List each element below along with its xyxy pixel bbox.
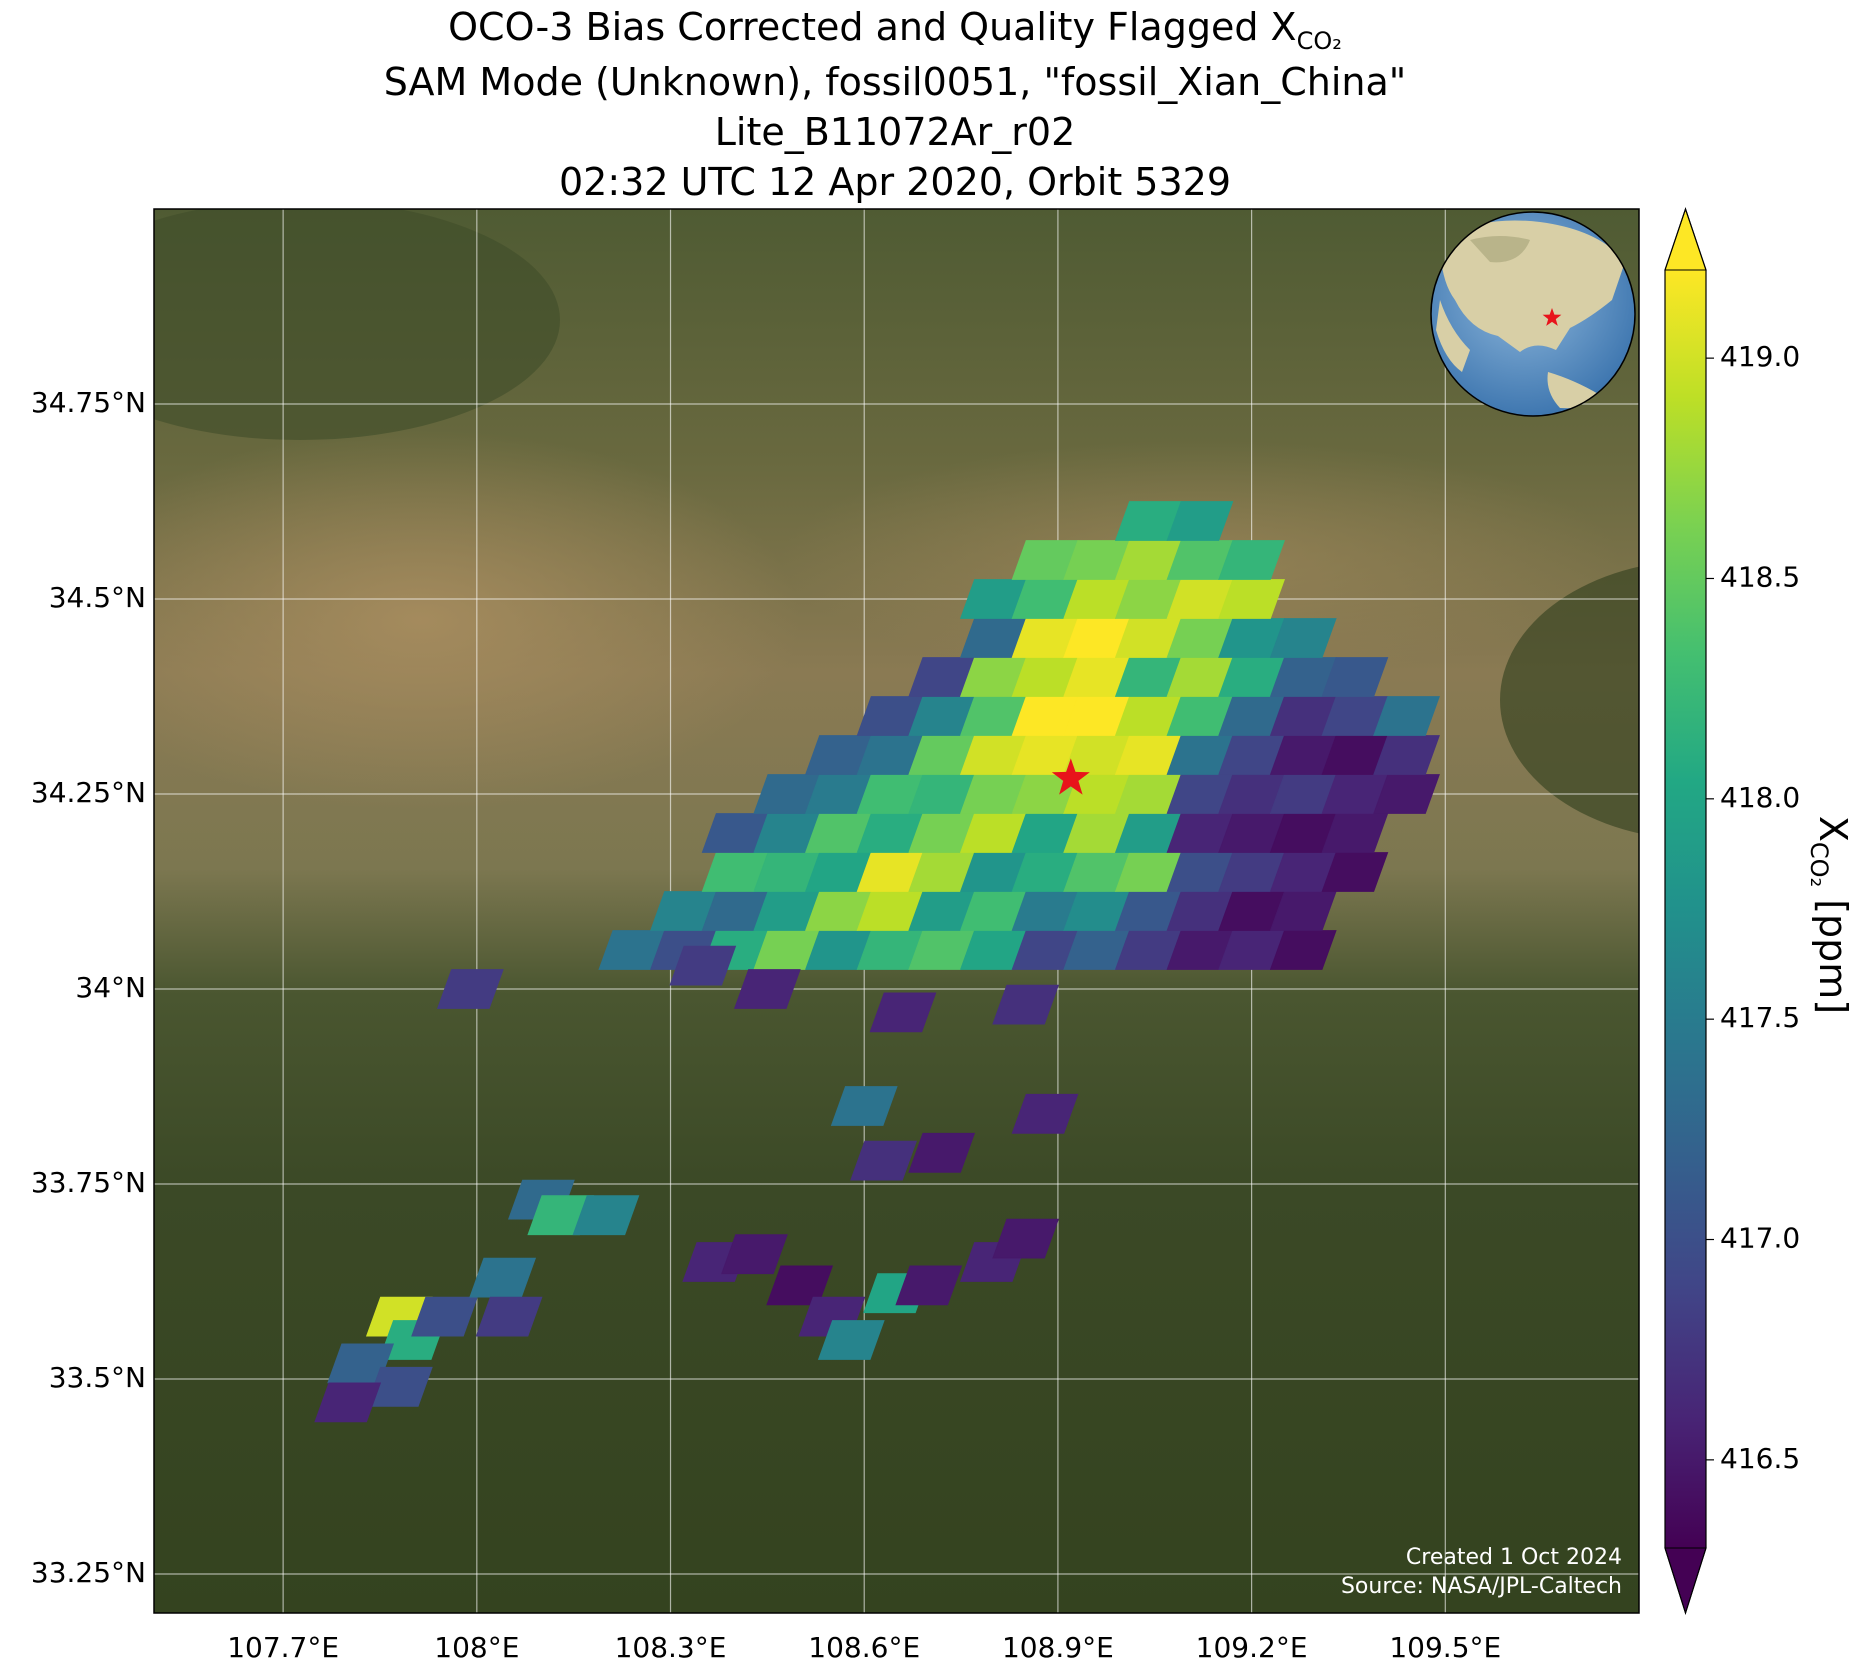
- colorbar-extend: [1664, 207, 1707, 271]
- globe-land: [1470, 236, 1530, 263]
- colorbar-tick-label: 417.5: [1720, 1001, 1800, 1034]
- sounding: [830, 1086, 898, 1126]
- sounding: [436, 969, 504, 1009]
- colorbar-extend: [1664, 1547, 1707, 1615]
- sounding: [1166, 501, 1234, 541]
- globe-land: [1436, 300, 1470, 372]
- sounding: [669, 945, 737, 986]
- x-tick-label: 109.2°E: [1196, 1631, 1308, 1663]
- colorbar-tick-label: 418.0: [1720, 781, 1800, 814]
- sounding: [895, 1265, 963, 1306]
- colorbar-tick-label: 416.5: [1720, 1442, 1800, 1475]
- target-marker: [1051, 758, 1090, 795]
- title-main: OCO-3 Bias Corrected and Quality Flagged…: [448, 5, 1296, 49]
- y-tick-label: 33.25°N: [31, 1556, 146, 1589]
- sounding: [817, 1320, 885, 1360]
- sounding: [850, 1140, 917, 1181]
- y-tick-label: 34.5°N: [49, 581, 146, 614]
- colorbar-label-unit: [ppm]: [1811, 899, 1855, 1014]
- globe-marker: [1542, 308, 1562, 326]
- colorbar-tick-label: 417.0: [1720, 1222, 1800, 1255]
- map-frame: [153, 208, 1640, 1614]
- sounding: [721, 1234, 788, 1275]
- chart-subtitle: SAM Mode (Unknown), fossil0051, "fossil_…: [384, 60, 1407, 104]
- x-tick-label: 108.6°E: [808, 1631, 920, 1663]
- sounding: [869, 992, 937, 1033]
- grid: [154, 209, 1639, 1613]
- credit: Source: NASA/JPL-Caltech: [1341, 1574, 1622, 1599]
- sounding: [992, 1218, 1060, 1259]
- sounding: [475, 1296, 543, 1337]
- colorbar-tick-label: 419.0: [1720, 340, 1800, 373]
- sounding: [992, 984, 1060, 1025]
- sounding: [908, 1132, 976, 1173]
- y-tick-label: 33.5°N: [49, 1361, 146, 1394]
- chart-subtitle: 02:32 UTC 12 Apr 2020, Orbit 5329: [559, 160, 1231, 204]
- sounding: [572, 1195, 640, 1236]
- colorbar-label: XCO₂ [ppm]: [1805, 816, 1855, 1014]
- x-tick-label: 109.5°E: [1389, 1631, 1501, 1663]
- chart-subtitle: Lite_B11072Ar_r02: [715, 110, 1076, 154]
- y-tick-label: 33.75°N: [31, 1166, 146, 1199]
- terrain-patch: [154, 209, 560, 440]
- terrain-patch: [1500, 566, 1639, 834]
- x-tick-label: 107.7°E: [227, 1631, 339, 1663]
- x-tick-label: 108.9°E: [1002, 1631, 1114, 1663]
- sounding: [1321, 657, 1389, 697]
- y-tick-label: 34.25°N: [31, 776, 146, 809]
- sounding: [1373, 696, 1440, 736]
- globe-land: [1547, 372, 1600, 409]
- colorbar-tick-label: 418.5: [1720, 560, 1800, 593]
- chart-title: OCO-3 Bias Corrected and Quality Flagged…: [448, 5, 1342, 55]
- sounding: [1269, 618, 1337, 658]
- title-subscript: CO₂: [1297, 27, 1342, 55]
- colorbar-label-subscript: CO₂: [1805, 842, 1833, 887]
- y-tick-label: 34°N: [75, 971, 146, 1004]
- soundings: [314, 501, 1440, 1423]
- colorbar: 416.5 417.0 417.5 418.0 418.5 419.0 XCO₂ [ppm]: [1664, 207, 1855, 1615]
- sounding: [411, 1296, 478, 1337]
- globe-outline: [1430, 211, 1636, 417]
- colorbar-frame: [1664, 207, 1707, 1615]
- globe-inset: [1430, 211, 1636, 417]
- colorbar-label-main: X: [1811, 816, 1855, 842]
- x-tick-label: 108°E: [434, 1631, 519, 1663]
- sounding: [733, 969, 801, 1009]
- sounding: [314, 1382, 382, 1423]
- y-tick-label: 34.75°N: [31, 386, 146, 419]
- sounding: [1218, 540, 1286, 580]
- x-tick-label: 108.3°E: [615, 1631, 727, 1663]
- colorbar-scale: [1665, 270, 1706, 1548]
- sounding: [1011, 1093, 1079, 1134]
- credit: Created 1 Oct 2024: [1406, 1545, 1622, 1570]
